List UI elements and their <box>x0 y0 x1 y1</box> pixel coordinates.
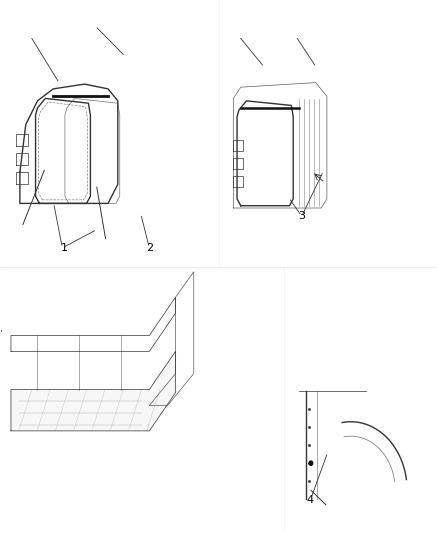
Text: 3: 3 <box>298 211 305 221</box>
Circle shape <box>309 461 313 465</box>
Text: 4: 4 <box>307 495 314 505</box>
Text: 2: 2 <box>146 243 153 253</box>
Text: 1: 1 <box>61 243 68 253</box>
Polygon shape <box>11 351 176 431</box>
